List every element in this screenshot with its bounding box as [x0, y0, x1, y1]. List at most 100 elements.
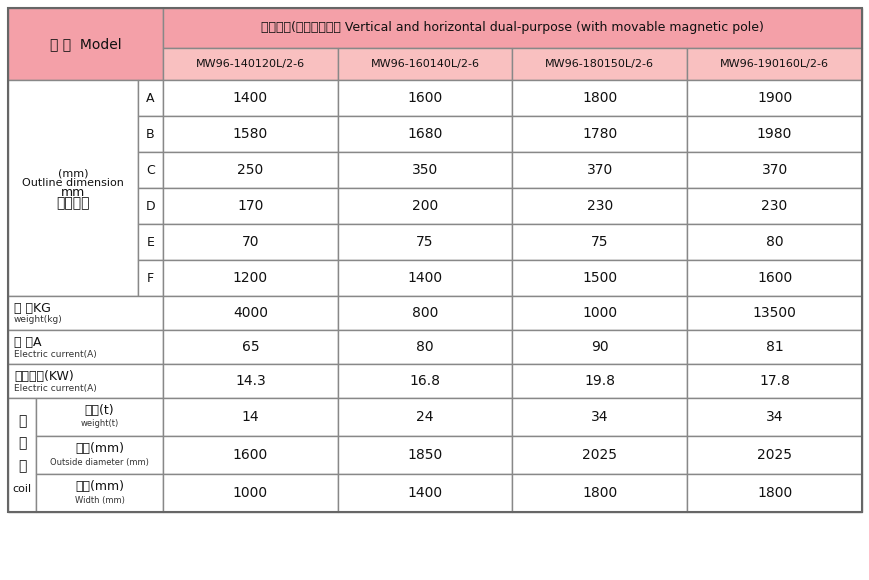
Text: weight(kg): weight(kg): [14, 316, 63, 324]
Bar: [687, 398, 861, 436]
Text: 1780: 1780: [581, 127, 617, 141]
Text: 65: 65: [242, 340, 259, 354]
Text: 800: 800: [411, 306, 438, 320]
Text: 19.8: 19.8: [584, 374, 614, 388]
Text: A: A: [146, 92, 155, 104]
Bar: [8, 296, 163, 330]
Text: DGCRANE: DGCRANE: [238, 226, 631, 295]
Bar: [8, 80, 138, 296]
Text: 24: 24: [416, 410, 434, 424]
Text: 1800: 1800: [581, 486, 617, 500]
Bar: [163, 224, 337, 260]
Text: 1500: 1500: [581, 271, 617, 285]
Bar: [163, 116, 337, 152]
Bar: [512, 296, 687, 330]
Text: 14: 14: [242, 410, 259, 424]
Bar: [687, 436, 861, 474]
Bar: [337, 80, 512, 116]
Bar: [138, 80, 163, 116]
Bar: [138, 152, 163, 188]
Text: 1800: 1800: [756, 486, 792, 500]
Text: 200: 200: [412, 199, 438, 213]
Text: 80: 80: [765, 235, 783, 249]
Bar: [163, 48, 337, 80]
Bar: [337, 224, 512, 260]
Bar: [512, 474, 687, 512]
Bar: [687, 152, 861, 188]
Text: 1800: 1800: [581, 91, 617, 105]
Text: 1600: 1600: [407, 91, 442, 105]
Text: 钢: 钢: [17, 414, 26, 428]
Bar: [687, 116, 861, 152]
Text: 80: 80: [416, 340, 434, 354]
Bar: [512, 260, 687, 296]
Bar: [138, 224, 163, 260]
Text: 2025: 2025: [756, 448, 791, 462]
Bar: [687, 330, 861, 364]
Text: 1400: 1400: [233, 91, 268, 105]
Text: 1200: 1200: [233, 271, 268, 285]
Bar: [36, 436, 163, 474]
Text: 250: 250: [237, 163, 263, 177]
Text: 370: 370: [760, 163, 786, 177]
Bar: [337, 116, 512, 152]
Bar: [138, 260, 163, 296]
Bar: [138, 188, 163, 224]
Bar: [337, 152, 512, 188]
Bar: [337, 364, 512, 398]
Bar: [163, 188, 337, 224]
Bar: [36, 398, 163, 436]
Text: 1680: 1680: [407, 127, 442, 141]
Text: 1600: 1600: [233, 448, 268, 462]
Text: MW96-140120L/2-6: MW96-140120L/2-6: [196, 59, 305, 69]
Text: 外径(mm): 外径(mm): [75, 443, 124, 455]
Bar: [337, 474, 512, 512]
Text: 230: 230: [586, 199, 613, 213]
Bar: [163, 296, 337, 330]
Text: 70: 70: [242, 235, 259, 249]
Bar: [687, 188, 861, 224]
Bar: [512, 398, 687, 436]
Bar: [512, 188, 687, 224]
Bar: [163, 474, 337, 512]
Bar: [163, 436, 337, 474]
Text: F: F: [147, 271, 154, 285]
Bar: [138, 116, 163, 152]
Text: 370: 370: [586, 163, 613, 177]
Bar: [337, 188, 512, 224]
Text: 1900: 1900: [756, 91, 792, 105]
Bar: [8, 8, 163, 80]
Text: 75: 75: [416, 235, 434, 249]
Text: 卷: 卷: [17, 459, 26, 473]
Bar: [687, 260, 861, 296]
Bar: [512, 364, 687, 398]
Text: 型 号  Model: 型 号 Model: [50, 37, 121, 51]
Text: 1000: 1000: [233, 486, 268, 500]
Bar: [687, 80, 861, 116]
Bar: [163, 8, 861, 48]
Bar: [687, 48, 861, 80]
Text: E: E: [146, 235, 155, 248]
Text: 1600: 1600: [756, 271, 792, 285]
Text: (mm): (mm): [57, 168, 88, 178]
Text: 34: 34: [590, 410, 608, 424]
Text: 外形尺寸: 外形尺寸: [56, 196, 90, 210]
Text: 1400: 1400: [407, 486, 442, 500]
Text: 1000: 1000: [581, 306, 617, 320]
Text: 重量(t): 重量(t): [84, 404, 114, 418]
Bar: [163, 330, 337, 364]
Bar: [687, 474, 861, 512]
Text: Electric current(A): Electric current(A): [14, 383, 96, 393]
Bar: [36, 474, 163, 512]
Text: 电 流A: 电 流A: [14, 335, 42, 349]
Text: 1400: 1400: [407, 271, 442, 285]
Bar: [512, 116, 687, 152]
Bar: [687, 224, 861, 260]
Text: 重 量KG: 重 量KG: [14, 302, 50, 314]
Text: 带: 带: [17, 437, 26, 451]
Text: C: C: [146, 164, 155, 176]
Text: D: D: [145, 200, 156, 212]
Text: 1580: 1580: [233, 127, 268, 141]
Bar: [337, 330, 512, 364]
Bar: [337, 260, 512, 296]
